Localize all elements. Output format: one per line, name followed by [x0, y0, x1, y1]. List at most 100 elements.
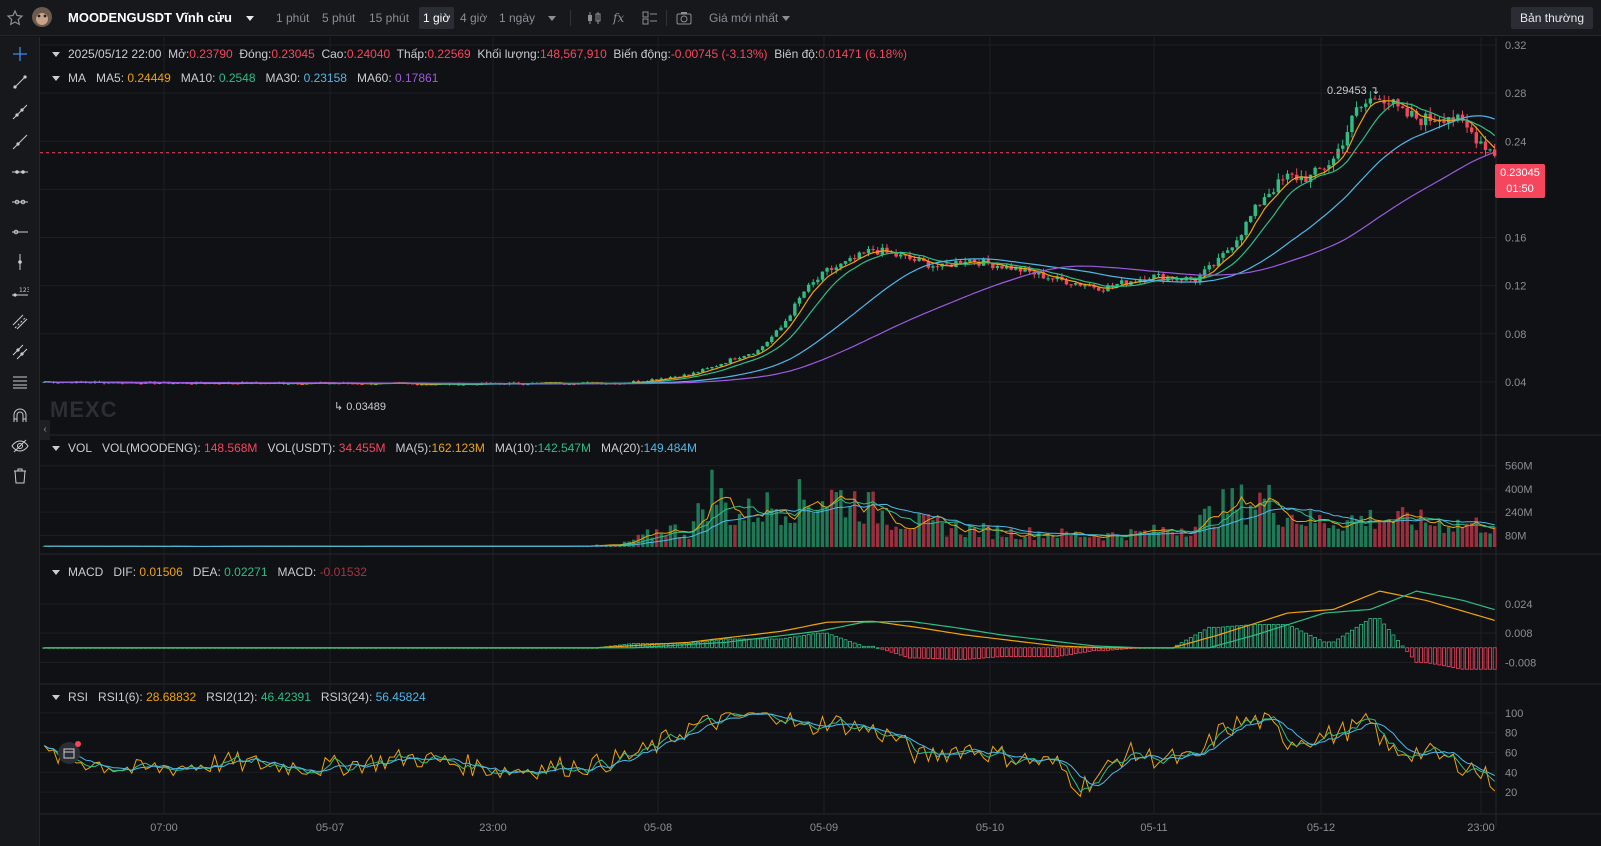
symbol-dropdown-icon[interactable]	[246, 0, 262, 36]
volume-bar	[1373, 528, 1377, 547]
volume-bar	[866, 492, 871, 547]
price-line-icon[interactable]	[11, 223, 29, 241]
ray-line-icon[interactable]	[11, 103, 29, 121]
volume-bar	[834, 492, 838, 547]
candle-body	[958, 261, 963, 264]
hide-drawings-icon[interactable]	[11, 437, 29, 455]
macd-histogram-bar	[880, 647, 885, 650]
trash-icon[interactable]	[11, 467, 29, 485]
horizontal-ray-icon[interactable]	[11, 193, 29, 211]
symbol-title[interactable]: MOODENGUSDT Vĩnh cửu	[68, 10, 232, 25]
vertical-line-icon[interactable]	[11, 253, 29, 271]
volume-bar	[1488, 533, 1492, 547]
candlestick-type-icon[interactable]	[585, 9, 603, 27]
volume-bar	[1313, 523, 1317, 547]
macd-histogram-bar	[1354, 626, 1359, 649]
volume-bar	[1423, 522, 1428, 547]
layout-icon[interactable]	[641, 9, 659, 27]
candle-body	[1469, 127, 1474, 133]
pitchfork-icon[interactable]	[11, 343, 29, 361]
macd-legend[interactable]: MACD DIF: 0.01506 DEA: 0.02271 MACD: -0.…	[52, 565, 367, 579]
candle-body	[783, 320, 788, 328]
ma10-line	[44, 102, 1496, 385]
candle-body	[1207, 265, 1211, 270]
volume-bar	[47, 546, 51, 547]
volume-bar	[926, 514, 931, 547]
horizontal-line-icon[interactable]	[11, 163, 29, 181]
calendar-button-icon[interactable]	[57, 741, 81, 765]
trend-line-icon[interactable]	[11, 73, 29, 91]
camera-icon[interactable]	[675, 9, 693, 27]
tab-5m[interactable]: 5 phút	[322, 11, 356, 25]
macd-histogram-bar	[797, 635, 802, 649]
magnet-icon[interactable]	[11, 407, 29, 425]
price-range-icon[interactable]: 123	[11, 283, 29, 301]
parallel-channel-icon[interactable]	[11, 313, 29, 331]
volume-bar	[1387, 520, 1391, 547]
volume-bar	[852, 491, 857, 547]
candle-body	[922, 258, 926, 261]
collapse-toolbar-icon[interactable]: ‹	[40, 420, 50, 440]
tab-4h[interactable]: 4 giờ	[460, 11, 488, 25]
mode-button[interactable]: Bản thường	[1511, 7, 1593, 29]
tab-1m[interactable]: 1 phút	[276, 11, 310, 25]
volume-tick-label: 80M	[1505, 530, 1526, 542]
macd-histogram-bar	[963, 647, 968, 660]
candle-body	[1262, 197, 1267, 206]
star-icon[interactable]	[6, 9, 24, 27]
grid	[40, 37, 1601, 827]
volume-bar	[1295, 523, 1299, 547]
more-timeframes-icon[interactable]	[548, 0, 564, 36]
ma-legend[interactable]: MA MA5: 0.24449 MA10: 0.2548 MA30: 0.231…	[52, 71, 438, 85]
macd-histogram-bar	[1400, 645, 1405, 649]
macd-histogram-bar	[1078, 647, 1083, 654]
candle-body	[420, 384, 424, 386]
candle-body	[871, 249, 875, 251]
tab-15m[interactable]: 15 phút	[369, 11, 410, 25]
volume-bar	[567, 546, 571, 547]
volume-bar	[995, 526, 1000, 547]
volume-bar	[719, 488, 723, 547]
extended-line-icon[interactable]	[11, 133, 29, 151]
crosshair-icon[interactable]	[11, 45, 29, 63]
macd-histogram-bar	[687, 642, 691, 649]
vol-legend[interactable]: VOL VOL(MOODENG): 148.568M VOL(USDT): 34…	[52, 441, 697, 455]
tab-1d[interactable]: 1 ngày	[499, 11, 536, 25]
volume-bar	[1244, 524, 1248, 547]
candle-body	[1327, 165, 1331, 169]
price-type-select[interactable]: Giá mới nhất	[709, 11, 779, 25]
candle-body	[1322, 168, 1327, 170]
candle-body	[848, 258, 852, 262]
volume-bar	[756, 517, 760, 547]
rsi-legend[interactable]: RSI RSI1(6): 28.68832 RSI2(12): 46.42391…	[52, 690, 426, 704]
macd-histogram-bar	[940, 647, 945, 660]
volume-bar	[991, 539, 995, 547]
volume-bar	[1304, 526, 1308, 547]
volume-bar	[1414, 530, 1419, 547]
price-type-dropdown-icon[interactable]	[782, 0, 798, 36]
macd-histogram-bar	[921, 647, 926, 659]
candle-body	[1382, 100, 1386, 104]
tab-1h[interactable]: 1 giờ	[419, 7, 455, 29]
macd-histogram-bar	[1262, 623, 1267, 649]
macd-histogram-bar	[977, 647, 981, 659]
time-tick-label: 05-07	[316, 822, 344, 834]
indicator-fx-icon[interactable]: fx	[611, 9, 629, 27]
volume-bar	[1327, 528, 1331, 547]
macd-histogram-bar	[1004, 647, 1009, 657]
volume-bar	[664, 535, 668, 547]
candle-body	[972, 259, 977, 263]
fibonacci-icon[interactable]	[11, 373, 29, 391]
candle-body	[1304, 176, 1308, 182]
macd-histogram-bar	[1211, 626, 1216, 649]
macd-histogram-bar	[1073, 647, 1078, 655]
candle-body	[701, 369, 705, 373]
volume-bar	[1189, 535, 1193, 547]
rsi-tick-label: 80	[1505, 728, 1517, 740]
volume-bar	[747, 498, 751, 547]
svg-text:123: 123	[19, 287, 29, 294]
candle-body	[839, 263, 843, 268]
rsi-tick-label: 40	[1505, 767, 1517, 779]
macd-histogram-bar	[1446, 647, 1451, 668]
candle-body	[1373, 98, 1377, 100]
